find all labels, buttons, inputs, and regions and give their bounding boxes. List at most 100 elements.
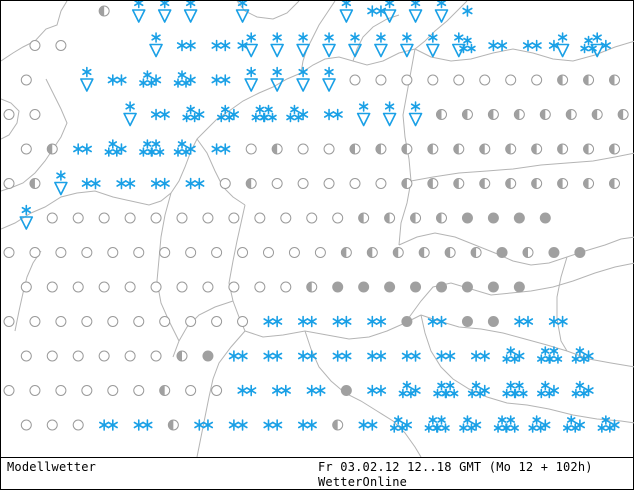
snowflake-icon: [264, 104, 273, 115]
snow-showers-icon: [537, 380, 554, 399]
snow-showers-icon: [173, 70, 191, 88]
snowflake-icon: [496, 39, 508, 52]
snowflake-icon: [375, 350, 387, 362]
clear-sky-icon: [263, 247, 274, 258]
coastline-channel: [1, 190, 172, 230]
clear-sky-icon: [280, 281, 292, 293]
snow-shower-triangle-icon: [149, 32, 163, 58]
snowflake-icon: [398, 388, 408, 399]
snowflake-icon: [82, 66, 92, 78]
partly-cloudy-icon: [453, 178, 465, 189]
partly-cloudy-icon: [271, 143, 283, 155]
snowflake-icon: [237, 1, 248, 9]
snowflake-icon: [211, 39, 222, 52]
snowflake-icon: [471, 380, 481, 391]
snowflake-icon: [522, 315, 534, 328]
snowflake-icon: [502, 423, 511, 433]
snow-shower-triangle-icon: [296, 32, 310, 58]
clear-sky-icon: [150, 281, 162, 293]
snow-showers-icon: [260, 104, 277, 123]
snowflake-icon: [185, 1, 196, 9]
snowflake-icon: [389, 423, 399, 433]
snowflake-icon: [575, 380, 585, 391]
snowflake-icon: [297, 419, 309, 431]
snowflake-icon: [384, 1, 395, 9]
snow-showers-icon: [502, 415, 519, 433]
snowflake-icon: [263, 419, 274, 431]
coastline-denmark: [300, 1, 336, 74]
snowflake-icon: [177, 139, 187, 149]
snow-shower-triangle-icon: [80, 66, 94, 92]
snowflake-icon: [107, 419, 118, 431]
border-alps: [196, 330, 246, 457]
snowflake-icon: [177, 70, 187, 80]
overcast-icon: [461, 281, 473, 293]
snow-showers-icon: [467, 380, 485, 399]
clear-sky-icon: [20, 143, 32, 155]
coastline-germany-north: [228, 48, 416, 112]
clear-sky-icon: [314, 247, 326, 258]
snowflake-icon: [433, 423, 442, 433]
partly-cloudy-icon: [401, 178, 413, 189]
snowflake-icon: [537, 354, 546, 364]
clear-sky-icon: [3, 247, 15, 258]
clear-sky-icon: [150, 350, 162, 362]
snowflake-icon: [502, 354, 511, 364]
clear-sky-icon: [3, 385, 15, 396]
snow-shower-triangle-icon: [555, 32, 570, 58]
partly-cloudy-icon: [565, 109, 577, 120]
snow-shower-triangle-icon: [54, 170, 68, 196]
snow-showers-icon: [147, 139, 165, 157]
snowflake-icon: [298, 32, 308, 43]
border-slovenia: [420, 314, 634, 424]
snowflake-icon: [251, 112, 261, 123]
clear-sky-icon: [133, 385, 145, 396]
clear-sky-icon: [133, 247, 145, 258]
snowflake-icon: [21, 204, 31, 216]
overcast-icon: [496, 247, 508, 258]
snow-showers-icon: [389, 415, 407, 433]
partly-cloudy-icon: [427, 178, 439, 189]
snowflake-icon: [350, 32, 360, 43]
overcast-icon: [202, 350, 214, 362]
snow-shower-triangle-icon: [434, 1, 449, 23]
snowflake-icon: [575, 346, 585, 356]
clear-sky-icon: [20, 281, 32, 293]
snowflake-icon: [470, 350, 482, 362]
clear-sky-icon: [55, 385, 67, 396]
snowflake-icon: [402, 32, 412, 43]
snowflake-icon: [298, 66, 308, 78]
clear-sky-icon: [29, 40, 41, 51]
snowflake-icon: [428, 415, 438, 425]
snowflake-icon: [139, 78, 148, 88]
snowflake-icon: [150, 108, 162, 121]
snowflake-icon: [116, 177, 127, 190]
snowflake-icon: [445, 380, 455, 391]
partly-cloudy-icon: [366, 247, 378, 258]
snowflake-icon: [506, 415, 515, 425]
snow-shower-triangle-icon: [374, 32, 388, 58]
snowflake-icon: [514, 350, 525, 362]
overcast-icon: [461, 212, 473, 224]
partly-cloudy-icon: [340, 247, 352, 258]
snowflake-icon: [142, 419, 153, 431]
partly-cloudy-icon: [427, 143, 439, 155]
snowflake-icon: [211, 74, 222, 86]
snowflake-icon: [272, 66, 282, 78]
clear-sky-icon: [81, 247, 93, 258]
snowflake-icon: [410, 350, 421, 362]
clear-sky-icon: [159, 316, 171, 327]
snowflake-icon: [470, 419, 482, 431]
snowflake-icon: [81, 143, 92, 155]
coastline-benelux: [170, 110, 230, 194]
overcast-icon: [358, 281, 370, 293]
snowflake-icon: [324, 66, 334, 78]
snowflake-icon: [437, 380, 446, 391]
snowflake-icon: [159, 108, 170, 121]
snowflake-icon: [194, 419, 205, 431]
overcast-icon: [401, 316, 413, 327]
clear-sky-icon: [185, 385, 197, 396]
weather-stations: [3, 1, 629, 433]
snow-showers-icon: [182, 104, 199, 123]
